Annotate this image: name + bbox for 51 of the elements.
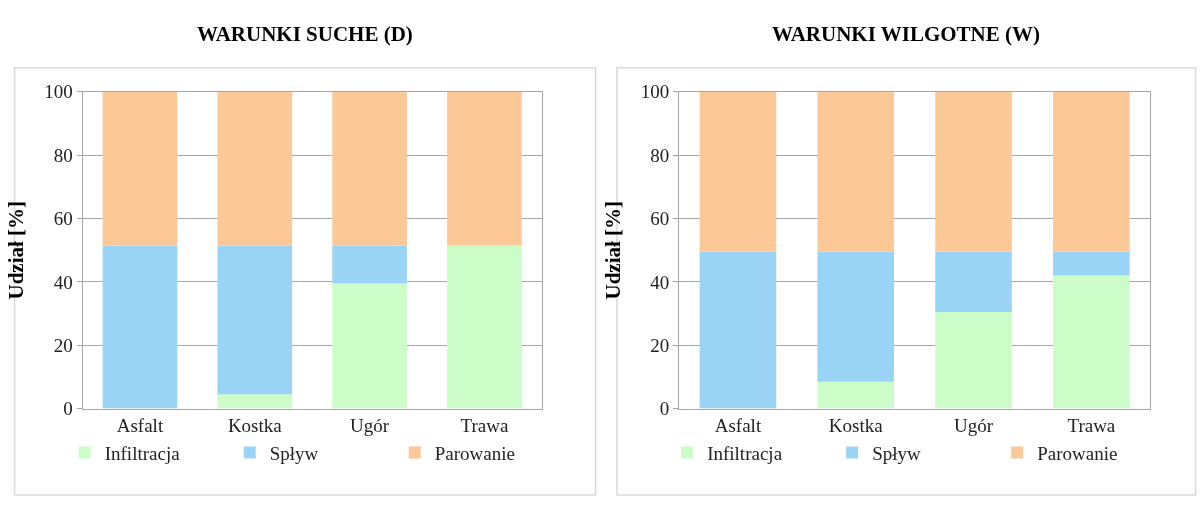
y-tick-label: 40 — [650, 271, 670, 293]
y-tick-label: 80 — [650, 144, 670, 166]
legend-label: Parowanie — [434, 442, 515, 464]
legend-label: Infiltracja — [104, 442, 181, 464]
y-tick-label: 80 — [53, 144, 73, 166]
bar — [1053, 251, 1130, 276]
bar — [217, 91, 293, 246]
y-tick-label: 20 — [53, 334, 73, 356]
y-tick-label: 20 — [650, 334, 670, 356]
bar — [102, 91, 178, 246]
x-tick-label: Asfalt — [116, 415, 164, 437]
x-tick-label: Trawa — [460, 415, 509, 437]
y-tick-label: 0 — [659, 398, 670, 420]
bar — [217, 245, 293, 395]
legend-label: Infiltracja — [707, 442, 783, 464]
y-tick-label: 100 — [640, 81, 670, 103]
bar — [935, 311, 1012, 409]
x-tick-label: Asfalt — [714, 415, 762, 437]
bar — [332, 91, 407, 246]
bar — [332, 245, 407, 284]
x-tick-label: Kostka — [227, 415, 283, 437]
x-tick-label: Ugór — [350, 415, 390, 437]
bar — [1053, 275, 1130, 409]
bar — [217, 394, 293, 409]
bar — [447, 91, 522, 246]
y-tick-label: 40 — [53, 271, 73, 293]
bar — [332, 283, 407, 409]
bar — [699, 91, 777, 252]
y-axis-title: Udział [%] — [600, 200, 625, 300]
legend-label: Spływ — [269, 442, 319, 464]
x-tick-label: Kostka — [828, 415, 884, 437]
y-tick-label: 100 — [44, 81, 73, 103]
bar — [817, 251, 895, 382]
bar — [447, 245, 522, 409]
y-axis-title: Udział [%] — [4, 200, 29, 300]
bar — [935, 91, 1012, 252]
legend-label: Spływ — [872, 442, 922, 464]
bar — [1053, 91, 1130, 252]
chart-title: WARUNKI SUCHE (D) — [197, 22, 413, 46]
bar — [102, 245, 178, 409]
bar — [817, 91, 895, 252]
chart-title: WARUNKI WILGOTNE (W) — [772, 22, 1040, 46]
bar — [699, 251, 777, 409]
y-tick-label: 60 — [650, 208, 670, 230]
y-tick-label: 60 — [53, 208, 73, 230]
x-tick-label: Trawa — [1067, 415, 1116, 437]
y-tick-label: 0 — [63, 398, 73, 420]
bar — [935, 251, 1012, 312]
x-tick-label: Ugór — [954, 415, 994, 437]
bar — [817, 381, 895, 409]
legend-label: Parowanie — [1037, 442, 1118, 464]
